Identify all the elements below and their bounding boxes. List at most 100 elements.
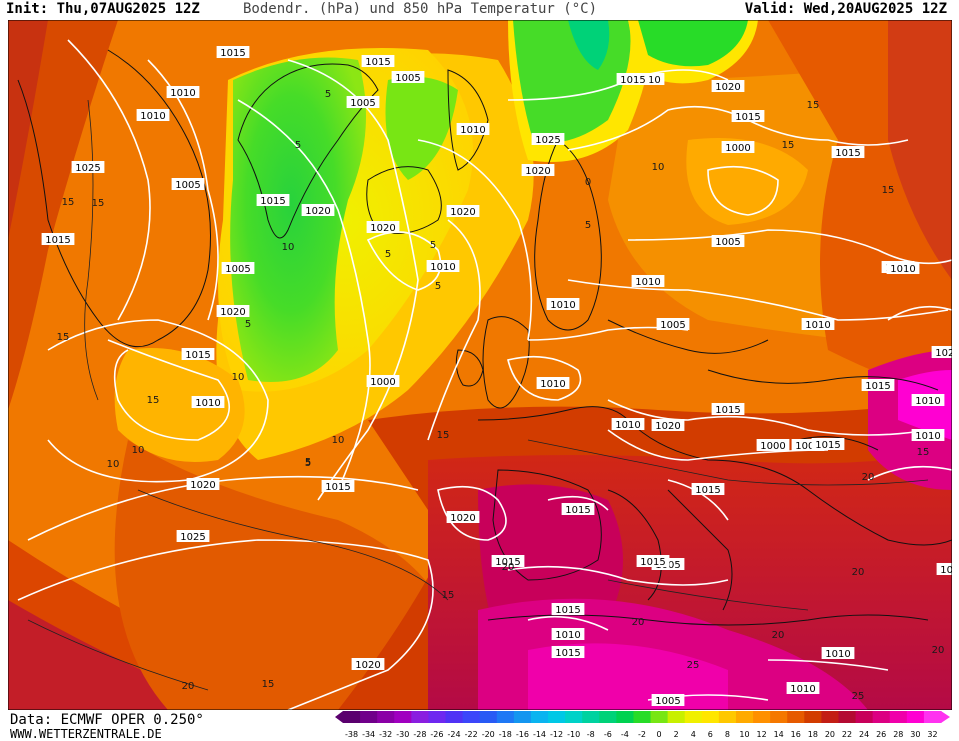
legend-swatch bbox=[513, 711, 532, 723]
svg-text:1015: 1015 bbox=[865, 381, 890, 392]
isotherm-label: 15 bbox=[437, 430, 450, 441]
svg-text:1015: 1015 bbox=[940, 565, 952, 576]
legend-tick-label: -32 bbox=[379, 730, 392, 739]
svg-text:1015: 1015 bbox=[555, 605, 580, 616]
svg-text:1015: 1015 bbox=[555, 648, 580, 659]
data-credit: Data: ECMWF OPER 0.250° bbox=[10, 712, 204, 728]
legend-swatch bbox=[462, 711, 481, 723]
legend-tick-label: 32 bbox=[927, 730, 937, 739]
svg-text:1005: 1005 bbox=[660, 320, 685, 331]
isotherm-label: 20 bbox=[772, 630, 785, 641]
isobar-label: 1010 bbox=[886, 262, 920, 275]
footer-bar: Data: ECMWF OPER 0.250° WWW.WETTERZENTRA… bbox=[0, 710, 959, 741]
isobar-label: 1020 bbox=[521, 164, 555, 177]
isobar-label: 1020 bbox=[446, 511, 480, 524]
legend-swatch bbox=[565, 711, 583, 723]
svg-text:1010: 1010 bbox=[890, 264, 915, 275]
svg-text:1005: 1005 bbox=[225, 264, 250, 275]
legend-tick-label: -30 bbox=[396, 730, 409, 739]
coastlines bbox=[17, 49, 952, 626]
svg-text:1005: 1005 bbox=[655, 696, 680, 707]
legend-swatch bbox=[360, 711, 378, 723]
isobar-label: 1020 bbox=[446, 205, 480, 218]
svg-text:1020: 1020 bbox=[370, 223, 395, 234]
legend-swatch bbox=[838, 711, 857, 723]
legend-swatch bbox=[770, 711, 788, 723]
legend-swatch bbox=[343, 711, 361, 723]
isotherm-label: 15 bbox=[62, 197, 75, 208]
legend-swatch bbox=[394, 711, 412, 723]
legend-tick-label: 12 bbox=[757, 730, 767, 739]
svg-text:1020: 1020 bbox=[935, 348, 952, 359]
isotherm-label: 20 bbox=[852, 567, 865, 578]
legend-swatch bbox=[428, 711, 447, 723]
isotherm-label: 25 bbox=[687, 660, 700, 671]
svg-text:1000: 1000 bbox=[725, 143, 750, 154]
isobar-label: 1010 bbox=[426, 260, 460, 273]
isobar-label: 1000 bbox=[366, 375, 400, 388]
legend-swatch bbox=[496, 711, 515, 723]
svg-text:1015: 1015 bbox=[365, 57, 390, 68]
isotherm-label: 5 bbox=[435, 281, 441, 292]
isobar-label: 1000 bbox=[721, 141, 755, 154]
svg-text:1015: 1015 bbox=[695, 485, 720, 496]
svg-text:1020: 1020 bbox=[655, 421, 680, 432]
legend-tick-label: 28 bbox=[893, 730, 903, 739]
isotherm-label: 15 bbox=[57, 332, 70, 343]
legend-swatch bbox=[872, 711, 891, 723]
isobar-label: 1005 bbox=[651, 694, 685, 707]
svg-text:1025: 1025 bbox=[180, 532, 205, 543]
legend-tick-label: 26 bbox=[876, 730, 886, 739]
isobar-label: 1015 bbox=[551, 603, 585, 616]
svg-text:1010: 1010 bbox=[460, 125, 485, 136]
isobar-label: 1010 bbox=[166, 86, 200, 99]
isobar-label: 1025 bbox=[531, 133, 565, 146]
legend-swatch bbox=[787, 711, 805, 723]
svg-text:1010: 1010 bbox=[540, 379, 565, 390]
legend-swatch bbox=[889, 711, 908, 723]
legend-swatch bbox=[923, 711, 942, 723]
legend-swatch bbox=[548, 711, 566, 723]
svg-text:1010: 1010 bbox=[170, 88, 195, 99]
legend-swatch bbox=[377, 711, 395, 723]
svg-text:1015: 1015 bbox=[835, 148, 860, 159]
svg-text:1000: 1000 bbox=[370, 377, 395, 388]
isotherm-label: 0 bbox=[585, 177, 591, 188]
svg-text:1020: 1020 bbox=[355, 660, 380, 671]
legend-tick-label: -4 bbox=[621, 730, 629, 739]
isobar-label: 1010 bbox=[191, 396, 225, 409]
isotherm-label: 15 bbox=[807, 100, 820, 111]
isotherm-label: 20 bbox=[502, 562, 515, 573]
svg-text:1005: 1005 bbox=[795, 441, 820, 452]
legend-tick-label: -12 bbox=[550, 730, 563, 739]
isobar-label: 1015 bbox=[216, 46, 250, 59]
isotherm-label: 5 bbox=[245, 319, 251, 330]
isobar-labels: 1015101510101010100510051005101510101010… bbox=[41, 46, 952, 707]
isobar-label: 1015 bbox=[561, 503, 595, 516]
legend-swatch bbox=[855, 711, 874, 723]
valid-time: Valid: Wed,20AUG2025 12Z bbox=[744, 1, 947, 17]
svg-text:1020: 1020 bbox=[715, 82, 740, 93]
isobar-label: 1010 bbox=[821, 647, 855, 660]
isobar-label: 1010 bbox=[551, 628, 585, 641]
isotherm-label: 20 bbox=[182, 681, 195, 692]
svg-text:1015: 1015 bbox=[815, 440, 840, 451]
isotherm-label: 20 bbox=[632, 617, 645, 628]
isobar-label: 1015 bbox=[491, 555, 525, 568]
svg-text:1010: 1010 bbox=[550, 300, 575, 311]
svg-text:1020: 1020 bbox=[450, 207, 475, 218]
svg-text:1015: 1015 bbox=[185, 350, 210, 361]
isobar-label: 1015 bbox=[811, 438, 845, 451]
legend-tick-label: 30 bbox=[910, 730, 920, 739]
isobar-label: 1010 bbox=[801, 318, 835, 331]
isotherm-label: 15 bbox=[882, 185, 895, 196]
legend-tick-label: -24 bbox=[448, 730, 461, 739]
legend-swatch bbox=[582, 711, 600, 723]
svg-text:1025: 1025 bbox=[535, 135, 560, 146]
svg-text:1010: 1010 bbox=[430, 262, 455, 273]
isobar-label: 1020 bbox=[216, 305, 250, 318]
isotherm-label: 5 bbox=[430, 240, 436, 251]
chart-title: Bodendr. (hPa) und 850 hPa Temperatur (°… bbox=[243, 1, 598, 17]
legend-tick-label: 2 bbox=[674, 730, 679, 739]
legend-tick-label: 16 bbox=[791, 730, 801, 739]
